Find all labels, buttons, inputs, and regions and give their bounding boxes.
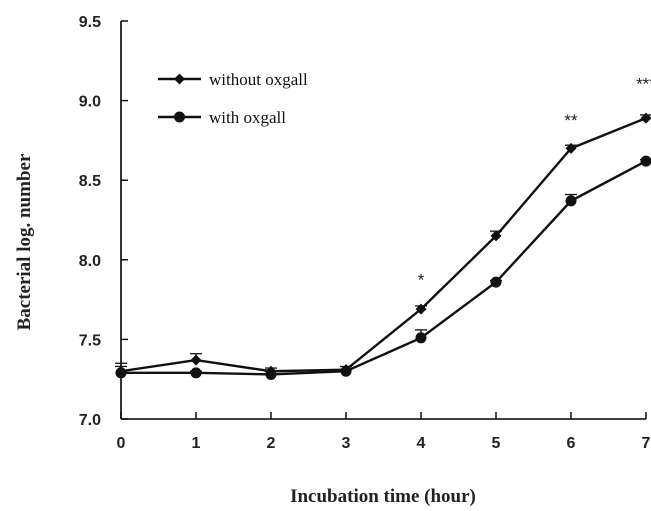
axes — [120, 21, 646, 420]
data-point — [415, 303, 427, 315]
data-point — [490, 230, 502, 242]
data-point — [415, 332, 427, 344]
series-line — [120, 116, 647, 373]
y-tick-label: 7.0 — [79, 412, 101, 429]
x-axis-title: Incubation time (hour) — [290, 486, 476, 507]
y-axis-ticks: 7.0 7.5 8.0 8.5 9.0 9.5 — [79, 14, 128, 429]
data-point — [640, 112, 651, 124]
legend-label: without oxgall — [209, 70, 308, 89]
series-line — [121, 160, 647, 376]
x-tick-label: 7 — [642, 435, 651, 452]
data-point — [340, 365, 352, 377]
x-tick-label: 1 — [192, 435, 201, 452]
x-tick-label: 6 — [567, 435, 576, 452]
significance-annotations: ****** — [418, 74, 651, 289]
data-point — [190, 367, 202, 379]
data-point — [490, 276, 502, 288]
legend-item: with oxgall — [158, 108, 286, 127]
data-point — [565, 142, 577, 154]
y-tick-label: 9.0 — [79, 94, 101, 111]
legend-label: with oxgall — [209, 108, 286, 127]
x-tick-label: 3 — [342, 435, 351, 452]
y-tick-label: 8.5 — [79, 173, 101, 190]
legend-marker — [174, 111, 185, 123]
x-tick-label: 2 — [267, 435, 276, 452]
y-tick-label: 8.0 — [79, 253, 101, 270]
significance-mark: * — [418, 270, 425, 289]
series-0 — [115, 112, 651, 377]
series-1 — [115, 155, 651, 380]
legend: without oxgall with oxgall — [158, 70, 308, 127]
x-tick-label: 5 — [492, 435, 501, 452]
y-axis-title: Bacterial log. number — [14, 153, 35, 330]
y-tick-label: 7.5 — [79, 332, 101, 349]
legend-marker — [174, 73, 185, 85]
data-point — [190, 354, 202, 366]
data-point — [265, 368, 277, 380]
x-tick-label: 0 — [117, 435, 126, 452]
legend-item: without oxgall — [158, 70, 308, 89]
data-point — [565, 195, 577, 207]
significance-mark: *** — [636, 74, 651, 93]
y-tick-label: 9.5 — [79, 14, 101, 31]
x-axis-ticks: 0 1 2 3 4 5 6 7 — [117, 412, 651, 452]
significance-mark: ** — [564, 111, 578, 130]
data-point — [115, 367, 127, 379]
series-layer — [115, 112, 651, 380]
data-point — [640, 155, 651, 167]
x-tick-label: 4 — [417, 435, 426, 452]
